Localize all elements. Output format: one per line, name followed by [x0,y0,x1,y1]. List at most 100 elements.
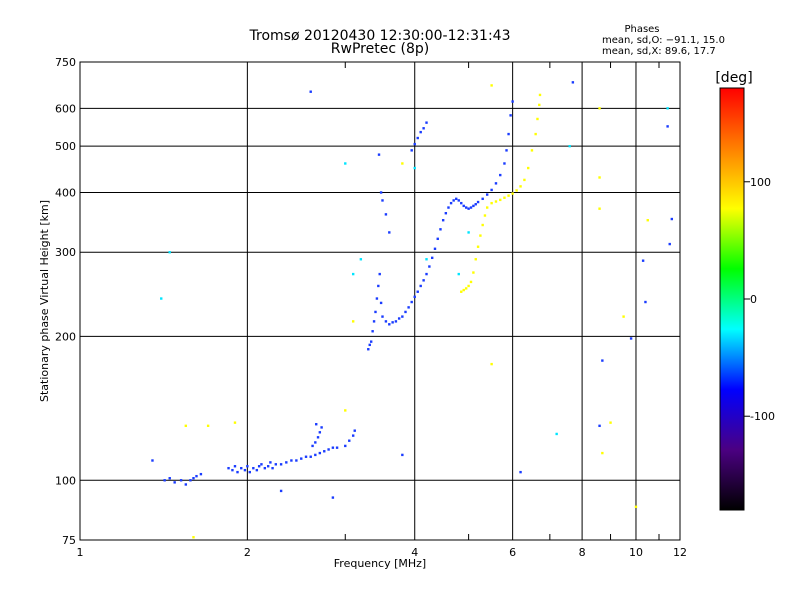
x-tick-label: 10 [629,546,643,559]
data-point [666,125,669,128]
data-point [369,340,373,343]
data-point [641,259,645,262]
colorbar-label: [deg] [715,70,752,86]
data-point [523,178,526,182]
data-point [413,142,416,146]
data-point [474,258,477,261]
data-point [452,199,455,202]
data-point [304,455,308,458]
data-point [233,421,237,424]
data-point [464,206,468,209]
data-point [300,457,303,460]
data-point [377,153,381,156]
data-point [490,201,493,205]
data-point [419,284,422,288]
data-point [460,201,463,205]
x-tick-label: 8 [579,546,586,559]
data-point [534,132,537,136]
data-point [295,459,298,462]
data-point [644,300,647,304]
data-point [184,483,188,486]
data-point [515,189,518,192]
data-point [479,234,482,237]
data-point [503,162,506,165]
x-tick-label: 2 [244,546,251,559]
data-point [290,459,293,462]
data-point [353,429,356,432]
data-point [368,343,371,347]
data-point [401,315,404,318]
data-point [375,297,379,300]
x-axis-ticks: 1 2 4 6 8 10 12 [77,62,687,559]
y-tick-label: 600 [55,102,76,115]
data-point [316,436,320,439]
x-tick-label: 12 [673,546,687,559]
data-point [455,197,458,201]
y-tick-label: 400 [55,186,76,199]
phases-line-o: mean, sd,O: −91.1, 15.0 [602,35,725,46]
data-point [511,100,514,103]
data-point [464,287,468,290]
data-point [323,450,326,453]
data-point [168,251,171,254]
data-point [394,320,398,323]
data-point [568,144,571,148]
data-point [240,466,243,470]
data-point [314,441,317,444]
data-point [622,315,625,318]
chart-subtitle: RwPretec (8p) [331,41,429,57]
data-point [538,93,542,97]
colorbar [719,87,745,511]
data-point [271,466,274,470]
data-point [467,284,470,288]
data-point [189,479,192,482]
data-point [160,297,163,300]
data-point [481,223,484,227]
grid-lines [80,62,680,540]
data-point [384,320,388,323]
data-point [519,470,522,474]
data-point [195,474,198,478]
data-point [485,206,489,209]
data-point [378,272,381,276]
data-point [467,207,470,210]
data-point [331,446,335,449]
data-point [351,434,355,437]
data-point [285,461,288,464]
data-point [460,290,463,293]
data-point [179,479,183,482]
data-point [236,470,239,474]
data-point [388,231,391,234]
data-point [404,310,407,314]
data-point [379,301,383,305]
phases-line-x: mean, sd,X: 89.6, 17.7 [602,46,716,57]
data-point [351,272,355,276]
data-point [629,337,633,340]
data-point [601,359,604,362]
data-point [519,185,522,188]
data-point [372,320,376,323]
phases-heading: Phases [624,24,659,35]
data-point [314,453,317,457]
data-point [422,127,425,130]
data-point [494,200,498,203]
x-tick-label: 1 [77,546,84,559]
data-point [257,465,261,468]
data-point [441,219,445,222]
colorbar-tick-label: 100 [750,176,771,189]
y-tick-label: 300 [55,246,76,259]
data-point [384,213,388,216]
data-point [381,315,384,318]
plot-frame [79,61,681,541]
y-tick-label: 500 [55,140,76,153]
data-point [318,431,322,434]
data-point [311,444,314,448]
data-point [598,176,601,179]
data-point [509,114,512,117]
data-point [476,245,480,248]
data-point [469,206,473,209]
data-point [233,465,237,468]
x-tick-label: 6 [509,546,516,559]
y-axis-ticks: 75 100 200 300 400 500 600 750 [55,56,76,547]
